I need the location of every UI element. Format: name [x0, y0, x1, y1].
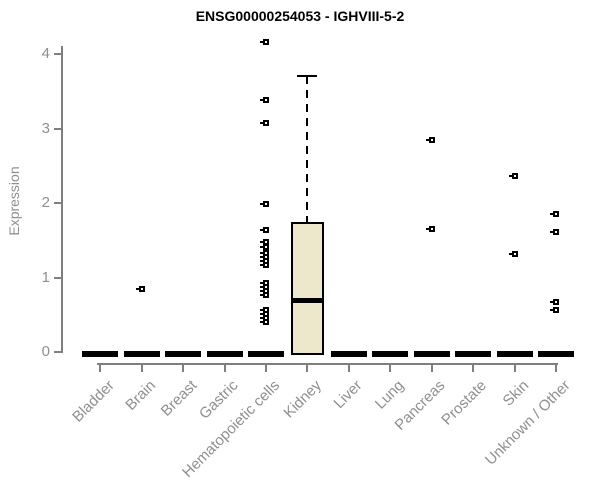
y-tick	[54, 351, 62, 353]
whisker-cap	[297, 75, 318, 78]
y-tick-label: 4	[41, 45, 50, 63]
x-tick	[430, 365, 433, 372]
x-tick	[555, 365, 558, 372]
collapsed-box	[248, 351, 284, 357]
outlier-point	[260, 307, 269, 314]
outlier-point	[550, 211, 560, 218]
x-axis-line	[97, 363, 558, 365]
y-axis-line	[61, 46, 63, 353]
collapsed-box	[496, 351, 533, 357]
collapsed-box	[372, 351, 409, 357]
y-tick	[54, 127, 62, 130]
x-tick	[182, 365, 185, 372]
outlier-point	[135, 285, 145, 292]
x-category-label: Breast	[157, 377, 201, 420]
y-tick	[54, 276, 62, 279]
outlier-point	[508, 250, 518, 257]
whisker-line	[306, 76, 309, 222]
x-tick	[513, 365, 516, 372]
x-category-label: Bladder	[68, 377, 118, 426]
outlier-point	[260, 243, 269, 250]
outlier-point	[260, 261, 269, 268]
outlier-point	[260, 279, 269, 286]
x-tick	[306, 365, 309, 372]
y-tick-label: 0	[41, 343, 50, 360]
outlier-point	[260, 319, 269, 326]
collapsed-box	[165, 351, 202, 357]
outlier-point	[260, 287, 269, 294]
outlier-point	[260, 253, 269, 260]
outlier-point	[260, 226, 269, 233]
y-tick	[54, 53, 62, 56]
outlier-point	[550, 307, 560, 314]
collapsed-box	[82, 351, 119, 357]
outlier-point	[260, 249, 269, 256]
x-tick	[140, 365, 143, 372]
outlier-point	[260, 97, 269, 104]
outlier-point	[260, 120, 269, 127]
collapsed-box	[123, 351, 160, 357]
x-category-label: Lung	[371, 377, 408, 413]
y-tick-label: 2	[41, 194, 50, 212]
chart-title: ENSG00000254053 - IGHVIII-5-2	[195, 8, 405, 24]
x-tick	[223, 365, 226, 372]
y-tick-label: 3	[41, 119, 50, 137]
outlier-point	[260, 284, 269, 291]
outlier-point	[260, 314, 269, 321]
median-line	[292, 297, 322, 303]
x-tick	[265, 365, 267, 372]
outlier-point	[425, 226, 435, 233]
outlier-point	[425, 136, 435, 143]
x-tick	[389, 365, 392, 372]
collapsed-box	[330, 351, 367, 357]
outlier-point	[550, 299, 560, 306]
outlier-point	[508, 173, 518, 180]
x-category-label: Skin	[499, 377, 532, 410]
outlier-point	[550, 229, 560, 236]
outlier-point	[260, 291, 269, 298]
x-tick	[99, 365, 102, 372]
x-tick	[347, 365, 350, 372]
x-category-label: Kidney	[280, 377, 325, 422]
x-tick	[472, 365, 475, 372]
outlier-point	[260, 311, 269, 318]
outlier-point	[260, 258, 269, 265]
y-tick-label: 1	[41, 268, 50, 286]
collapsed-box	[413, 351, 450, 357]
outlier-point	[260, 39, 269, 46]
y-tick	[54, 202, 62, 205]
collapsed-box	[455, 351, 492, 357]
outlier-point	[260, 200, 269, 207]
x-category-label: Prostate	[438, 377, 491, 429]
box-body	[290, 221, 324, 355]
collapsed-box	[538, 351, 575, 357]
x-category-label: Brain	[121, 377, 159, 414]
x-category-label: Liver	[330, 377, 366, 413]
outlier-point	[260, 238, 269, 245]
collapsed-box	[206, 351, 243, 357]
